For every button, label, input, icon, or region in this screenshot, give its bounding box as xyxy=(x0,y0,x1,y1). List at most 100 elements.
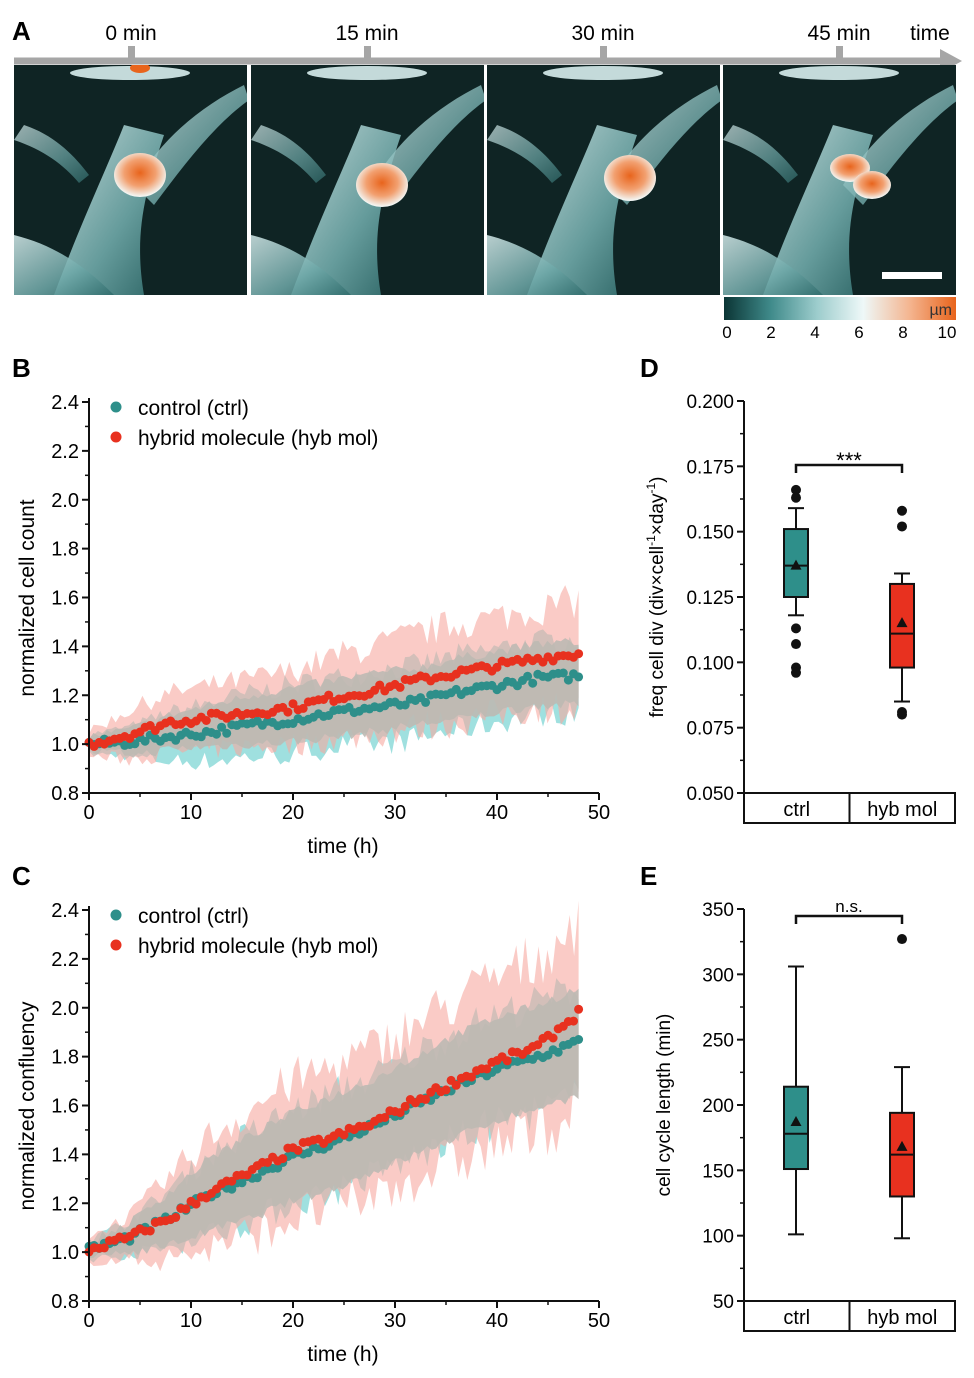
timeline: 0 min 15 min 30 min 45 min time xyxy=(14,22,962,73)
chart-d-ylabel-part3: ) xyxy=(647,477,668,483)
data-point-hyb xyxy=(451,1080,461,1090)
y-tick-label: 0.050 xyxy=(686,784,734,805)
outlier-point xyxy=(791,492,801,503)
category-label: hyb mol xyxy=(867,799,937,821)
chart-c-legend-hyb-marker xyxy=(110,939,122,951)
hot-spot xyxy=(130,65,150,73)
y-tick-label: 1.6 xyxy=(51,1096,79,1118)
y-tick-label: 2.4 xyxy=(51,392,79,414)
data-point-ctrl xyxy=(574,1035,584,1044)
chart-d-boxes xyxy=(783,484,915,720)
panel-label-a: A xyxy=(12,16,31,46)
data-point-hyb xyxy=(145,1226,155,1236)
data-point-hyb xyxy=(191,1199,201,1209)
timeline-label-0: 0 min xyxy=(105,22,156,45)
x-tick-label: 20 xyxy=(282,802,304,824)
y-tick-label: 2.0 xyxy=(51,490,79,512)
y-tick-label: 2.2 xyxy=(51,441,79,463)
chart-b-legend-hyb-marker xyxy=(110,431,122,443)
data-point-ctrl xyxy=(303,1148,313,1158)
data-point-hyb xyxy=(99,1243,109,1253)
data-point-hyb xyxy=(574,1004,584,1014)
y-tick-label: 150 xyxy=(702,1161,734,1182)
data-point-hyb xyxy=(181,1204,191,1214)
colorbar-ticks: 0 2 4 6 8 10 xyxy=(722,323,956,342)
panel-label-d: D xyxy=(640,353,659,383)
outlier-point xyxy=(897,709,907,720)
data-point-ctrl xyxy=(227,1184,237,1194)
colorbar-unit: µm xyxy=(929,302,952,319)
y-tick-label: 1.2 xyxy=(51,685,79,707)
data-point-hyb xyxy=(283,707,293,717)
y-tick-label: 100 xyxy=(702,1227,734,1248)
chart-e-significance: n.s. xyxy=(794,897,904,924)
timeline-tick-15 xyxy=(364,46,371,60)
box-ctrl xyxy=(783,965,809,1236)
category-label: hyb mol xyxy=(867,1307,937,1329)
timeline-tick-30 xyxy=(600,46,607,60)
timeline-label-45: 45 min xyxy=(807,22,870,45)
data-point-ctrl xyxy=(553,1047,563,1057)
colorbar-tick-label: 10 xyxy=(938,323,957,342)
data-point-hyb xyxy=(278,1154,288,1164)
data-point-hyb xyxy=(548,1033,558,1043)
outlier-point xyxy=(791,623,801,634)
microscopy-frames xyxy=(14,65,956,295)
data-point-ctrl xyxy=(252,1173,262,1183)
top-cell xyxy=(543,66,663,80)
timeline-label-30: 30 min xyxy=(571,22,634,45)
chart-c-legend-ctrl-marker xyxy=(110,909,122,921)
y-tick-label: 0.200 xyxy=(686,392,734,413)
chart-b-legend-ctrl-marker xyxy=(110,401,122,413)
data-point-ctrl xyxy=(558,668,568,678)
chart-b-points xyxy=(84,649,584,751)
chart-c-ylabel: normalized confluency xyxy=(16,1001,39,1210)
box-ctrl xyxy=(783,484,809,678)
chart-e-significance-bracket xyxy=(794,914,904,924)
x-tick-label: 10 xyxy=(180,1310,202,1332)
mean-marker xyxy=(896,1140,908,1151)
y-tick-label: 1.8 xyxy=(51,539,79,561)
box-hyb-mol xyxy=(889,934,915,1240)
timeline-tick-0 xyxy=(128,46,135,60)
data-point-hyb xyxy=(339,1130,349,1140)
y-tick-label: 1.4 xyxy=(51,1144,79,1166)
chart-d-ylabel-part2: ×day xyxy=(647,493,668,535)
timeline-tick-45 xyxy=(836,46,843,60)
cell-body xyxy=(723,235,823,295)
rounded-cell xyxy=(114,153,166,197)
cell-body xyxy=(14,235,114,295)
mean-marker xyxy=(790,1115,802,1126)
data-point-ctrl xyxy=(140,736,150,746)
colorbar-tick-label: 6 xyxy=(854,323,863,342)
colorbar-tick-label: 4 xyxy=(810,323,819,342)
data-point-ctrl xyxy=(421,697,431,707)
chart-b-legend-ctrl-label: control (ctrl) xyxy=(138,397,249,420)
y-tick-label: 1.8 xyxy=(51,1047,79,1069)
data-point-hyb xyxy=(400,1101,410,1111)
y-tick-label: 0.075 xyxy=(686,719,734,740)
y-tick-label: 0.125 xyxy=(686,588,734,609)
box-hyb-mol xyxy=(889,505,915,720)
frame-2 xyxy=(487,65,720,295)
colorbar: µm 0 2 4 6 8 10 xyxy=(722,297,956,342)
colorbar-tick-label: 0 xyxy=(722,323,731,342)
data-point-hyb xyxy=(421,1094,431,1104)
chart-e-significance-label: n.s. xyxy=(835,897,862,916)
y-tick-label: 0.100 xyxy=(686,653,734,674)
x-tick-label: 30 xyxy=(384,1310,406,1332)
data-point-hyb xyxy=(298,703,308,713)
data-point-ctrl xyxy=(217,722,227,732)
y-tick-label: 50 xyxy=(713,1292,734,1313)
chart-c-points xyxy=(84,1004,584,1257)
chart-d: ctrl hyb mol 0.050 0.075 0.100 0.125 0.150 0.17… xyxy=(644,392,956,824)
mean-marker xyxy=(790,559,802,570)
colorbar-gradient xyxy=(724,297,956,320)
chart-c-legend-ctrl-label: control (ctrl) xyxy=(138,905,249,928)
data-point-ctrl xyxy=(574,672,584,682)
cell-process xyxy=(487,125,562,183)
y-tick-label: 1.6 xyxy=(51,588,79,610)
mean-marker xyxy=(896,617,908,628)
y-tick-label: 1.4 xyxy=(51,636,79,658)
cell-process xyxy=(251,125,326,183)
